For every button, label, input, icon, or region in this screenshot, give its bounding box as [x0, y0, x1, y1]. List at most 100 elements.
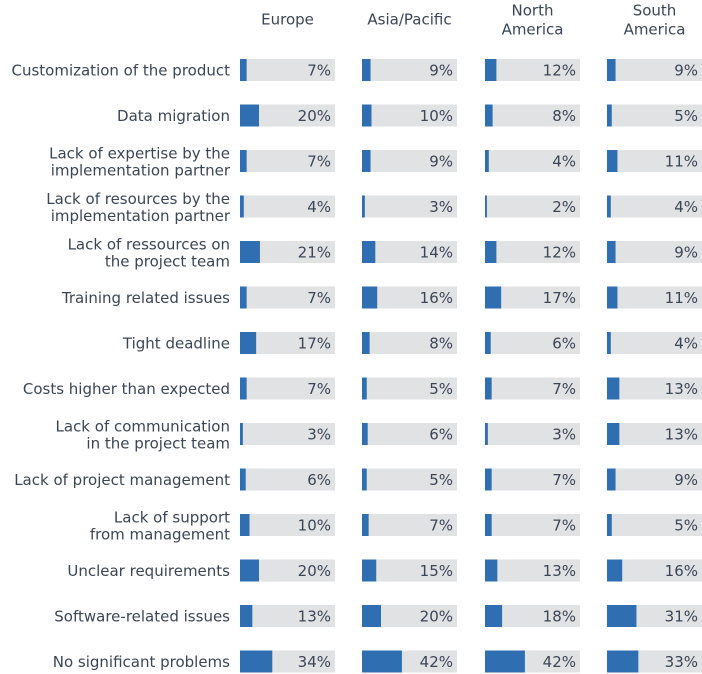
value-label: 12%: [543, 62, 576, 80]
bar-background: [485, 559, 580, 582]
bar: [485, 332, 491, 354]
bar: [607, 605, 637, 627]
value-label: 4%: [674, 198, 698, 216]
bar: [240, 423, 243, 445]
value-label: 6%: [307, 471, 331, 489]
column-header: Europe: [261, 11, 314, 29]
category-label: No significant problems: [53, 653, 230, 671]
bar: [607, 650, 639, 673]
bar-background: [240, 559, 335, 582]
value-label: 4%: [552, 153, 576, 171]
category-label: Lack of project management: [14, 471, 230, 489]
category-label: Lack of expertise by the implementation p…: [49, 144, 231, 179]
bar-background: [607, 286, 702, 309]
value-label: 42%: [543, 653, 576, 671]
value-label: 10%: [298, 517, 331, 535]
bar: [362, 514, 369, 536]
bar-background: [240, 332, 335, 354]
bar: [485, 559, 498, 582]
bar: [362, 423, 368, 445]
bar-background: [240, 104, 335, 127]
value-label: 14%: [420, 244, 453, 262]
value-label: 3%: [307, 426, 331, 444]
bar: [607, 241, 616, 263]
bar: [362, 605, 381, 627]
bar-background: [607, 468, 702, 491]
bar-background: [607, 241, 702, 263]
bar: [607, 423, 620, 445]
bar-background: [362, 59, 457, 81]
bar-background: [240, 59, 335, 81]
bar: [362, 468, 367, 491]
bar: [485, 423, 488, 445]
bar: [362, 104, 372, 127]
value-label: 20%: [420, 608, 453, 626]
bar-background: [607, 195, 702, 218]
bar-background: [362, 559, 457, 582]
bar: [240, 104, 259, 127]
bar-background: [485, 605, 580, 627]
bar: [485, 104, 493, 127]
bar-background: [362, 195, 457, 218]
bar: [240, 377, 247, 400]
value-label: 7%: [552, 517, 576, 535]
bar-background: [485, 332, 580, 354]
bar: [485, 59, 497, 81]
bar: [362, 195, 365, 218]
bar-background: [362, 332, 457, 354]
bar: [485, 605, 503, 627]
category-label: Software-related issues: [54, 608, 230, 626]
value-label: 3%: [429, 198, 453, 216]
category-label: Costs higher than expected: [23, 380, 230, 398]
bar: [485, 150, 489, 172]
value-label: 16%: [665, 562, 698, 580]
bar: [607, 59, 616, 81]
value-label: 11%: [665, 289, 698, 307]
bar-background: [485, 377, 580, 400]
bar-background: [362, 514, 457, 536]
category-label: Lack of support from management: [90, 508, 230, 543]
bar-background: [240, 150, 335, 172]
bar: [362, 150, 371, 172]
bar: [362, 59, 371, 81]
bar-background: [607, 332, 702, 354]
bar: [607, 332, 611, 354]
value-label: 9%: [429, 153, 453, 171]
column-header: Asia/Pacific: [367, 11, 451, 29]
bar-background: [362, 468, 457, 491]
value-label: 9%: [429, 62, 453, 80]
bar: [485, 241, 497, 263]
bar: [362, 650, 402, 673]
value-label: 17%: [298, 335, 331, 353]
value-label: 7%: [307, 380, 331, 398]
value-label: 15%: [420, 562, 453, 580]
value-label: 42%: [420, 653, 453, 671]
value-label: 13%: [665, 426, 698, 444]
bar-background: [607, 514, 702, 536]
bar-background: [240, 423, 335, 445]
category-label: Tight deadline: [122, 335, 230, 353]
category-label: Lack of ressources on the project team: [68, 235, 230, 270]
bar-background: [485, 104, 580, 127]
bar-background: [240, 195, 335, 218]
column-header: North America: [502, 1, 564, 38]
bar-background: [240, 514, 335, 536]
category-label: Lack of resources by the implementation p…: [46, 190, 231, 225]
value-label: 5%: [429, 380, 453, 398]
value-label: 31%: [665, 608, 698, 626]
value-label: 10%: [420, 107, 453, 125]
bar-background: [240, 605, 335, 627]
bar-background: [485, 423, 580, 445]
value-label: 7%: [429, 517, 453, 535]
value-label: 7%: [307, 62, 331, 80]
bar-background: [362, 377, 457, 400]
bar-background: [362, 150, 457, 172]
category-label: Customization of the product: [11, 62, 230, 80]
value-label: 21%: [298, 244, 331, 262]
bar-background: [240, 241, 335, 263]
bar-background: [485, 286, 580, 309]
value-label: 9%: [674, 62, 698, 80]
value-label: 7%: [307, 153, 331, 171]
bar: [607, 559, 623, 582]
